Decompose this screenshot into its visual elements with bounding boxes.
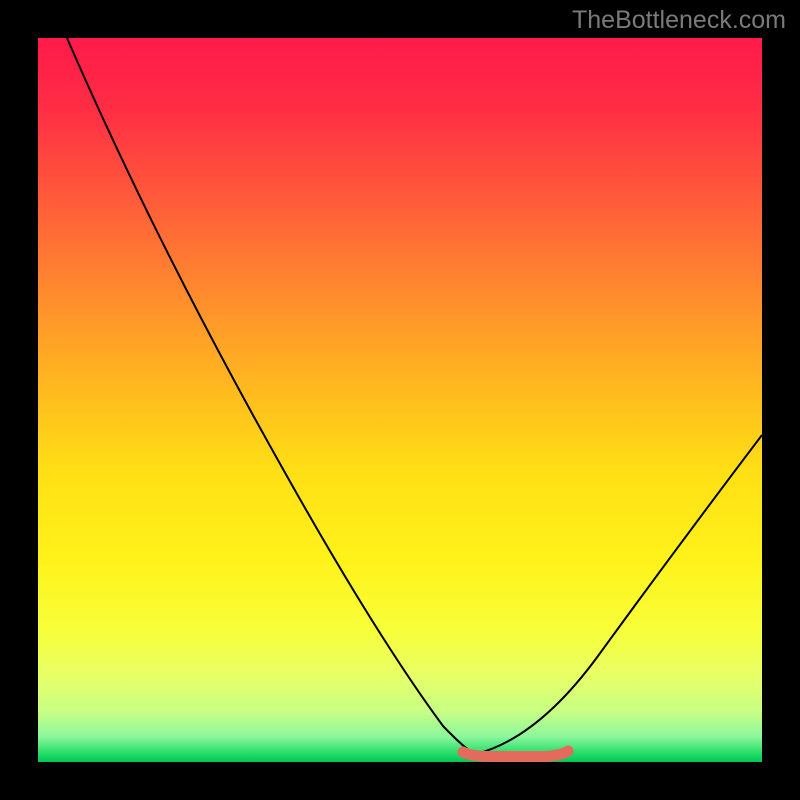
plot-area — [38, 38, 762, 762]
plot-svg — [38, 38, 762, 762]
watermark-text: TheBottleneck.com — [572, 6, 786, 35]
optimal-range-marker — [463, 751, 568, 757]
gradient-background — [38, 38, 762, 762]
chart-frame: TheBottleneck.com — [0, 0, 800, 800]
